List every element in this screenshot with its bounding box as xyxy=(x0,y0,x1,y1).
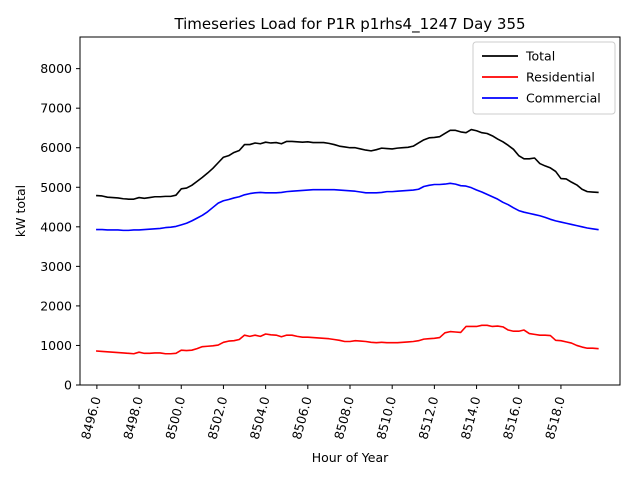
series-line-residential xyxy=(96,324,599,355)
y-tick-label: 5000 xyxy=(40,180,72,195)
y-axis-ticks: 0 1000 2000 3000 4000 5000 6000 7000 8000 xyxy=(40,61,80,393)
y-tick-label: 3000 xyxy=(40,259,72,274)
y-tick-label: 2000 xyxy=(40,298,72,313)
chart-title: Timeseries Load for P1R p1rhs4_1247 Day … xyxy=(173,15,525,34)
legend-label-residential: Residential xyxy=(526,70,595,85)
series-line-total xyxy=(96,128,599,200)
plot-area-frame xyxy=(79,36,621,386)
x-axis-label: Hour of Year xyxy=(312,450,389,465)
legend-box xyxy=(472,41,616,115)
legend-label-total: Total xyxy=(525,49,555,64)
y-tick-label: 8000 xyxy=(40,61,72,76)
legend-label-commercial: Commercial xyxy=(526,91,601,106)
legend: Total Residential Commercial xyxy=(472,41,616,115)
y-tick-label: 6000 xyxy=(40,140,72,155)
y-tick-label: 4000 xyxy=(40,219,72,234)
series-lines xyxy=(96,128,599,355)
series-line-commercial xyxy=(96,182,599,232)
y-tick-label: 7000 xyxy=(40,101,72,116)
y-tick-label: 1000 xyxy=(40,338,72,353)
y-tick-label: 0 xyxy=(64,378,72,393)
y-axis-label: kW total xyxy=(13,185,28,237)
